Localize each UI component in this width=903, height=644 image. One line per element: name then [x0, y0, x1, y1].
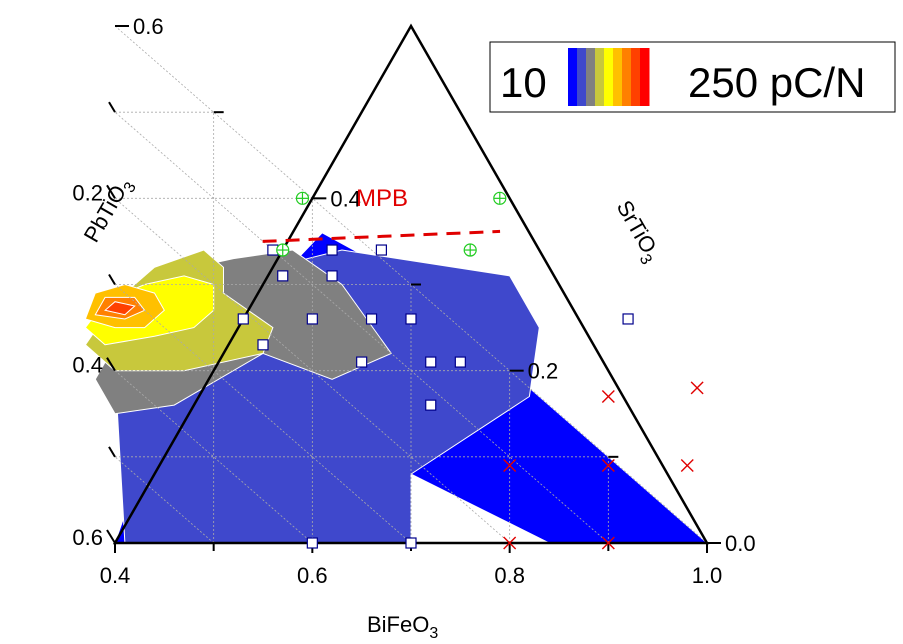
- square-point: [425, 399, 437, 411]
- bottom-tick-label: 0.8: [494, 563, 525, 588]
- cross-point: [690, 381, 704, 395]
- legend-swatch: [640, 48, 650, 106]
- mpb-annotation: MPB: [262, 185, 501, 243]
- square-point: [375, 244, 387, 256]
- legend-swatch: [604, 48, 614, 106]
- right-tick-label: 0.4: [330, 186, 361, 211]
- square-point: [405, 537, 417, 549]
- right-tick-label: 0.0: [725, 531, 756, 556]
- contour-level-240: [104, 301, 136, 316]
- square-point: [237, 313, 249, 325]
- tick-marks: 0.4 0.6 0.8 1.0 0.6 0.4 0.2 0.0 0.2 0.4 0.6: [72, 14, 755, 588]
- left-tick-label: 0.4: [72, 353, 103, 378]
- contour-fill: [84, 232, 709, 544]
- left-tick: [106, 184, 116, 199]
- right-tick-label: 0.6: [133, 14, 164, 39]
- square-point: [622, 313, 634, 325]
- left-tick: [106, 529, 116, 544]
- square-point: [277, 270, 289, 282]
- mpb-label: MPB: [356, 185, 408, 212]
- bottom-tick-label: 0.4: [100, 563, 131, 588]
- cross-point: [503, 458, 517, 472]
- legend-swatch: [595, 48, 605, 106]
- grid-line: [114, 111, 609, 544]
- cross-point: [601, 536, 615, 550]
- x-axis-label: BiFeO3: [367, 612, 438, 642]
- legend-swatch: [586, 48, 596, 106]
- left-tick-label: 0.2: [72, 180, 103, 205]
- left-minor-tick: [108, 273, 116, 286]
- square-point: [405, 313, 417, 325]
- legend-colorbar: [568, 48, 650, 106]
- cross-point: [601, 390, 615, 404]
- bottom-tick-label: 1.0: [692, 563, 723, 588]
- legend-max-label: 250 pC/N: [688, 59, 865, 106]
- square-point: [306, 537, 318, 549]
- left-minor-tick: [108, 446, 116, 458]
- square-point: [454, 356, 466, 368]
- legend-box: [489, 41, 896, 113]
- legend-swatch: [577, 48, 587, 106]
- grid-line: [114, 198, 510, 544]
- legend-swatch: [631, 48, 641, 106]
- square-point: [257, 339, 269, 351]
- grid-line: [114, 284, 412, 544]
- square-point: [356, 356, 368, 368]
- right-tick-label: 0.2: [528, 359, 559, 384]
- cross-point: [601, 458, 615, 472]
- legend-min-label: 10: [500, 59, 547, 106]
- grid-line: [114, 456, 214, 544]
- color-legend: 10 250 pC/N: [489, 41, 896, 113]
- legend-swatch: [622, 48, 632, 106]
- legend-swatch: [613, 48, 623, 106]
- right-axis-label: SrTiO3: [607, 196, 666, 268]
- square-point: [425, 356, 437, 368]
- left-tick-label: 0.6: [72, 525, 103, 550]
- data-points: [237, 191, 704, 550]
- left-minor-tick: [108, 101, 116, 113]
- cross-point: [503, 536, 517, 550]
- left-tick: [106, 357, 116, 372]
- square-point: [365, 313, 378, 325]
- square-point: [326, 244, 338, 256]
- cross-point: [680, 458, 694, 472]
- mpb-line: [262, 229, 501, 243]
- square-point: [326, 270, 338, 282]
- legend-swatch: [568, 48, 578, 106]
- bottom-tick-label: 0.6: [297, 563, 328, 588]
- square-point: [306, 313, 318, 325]
